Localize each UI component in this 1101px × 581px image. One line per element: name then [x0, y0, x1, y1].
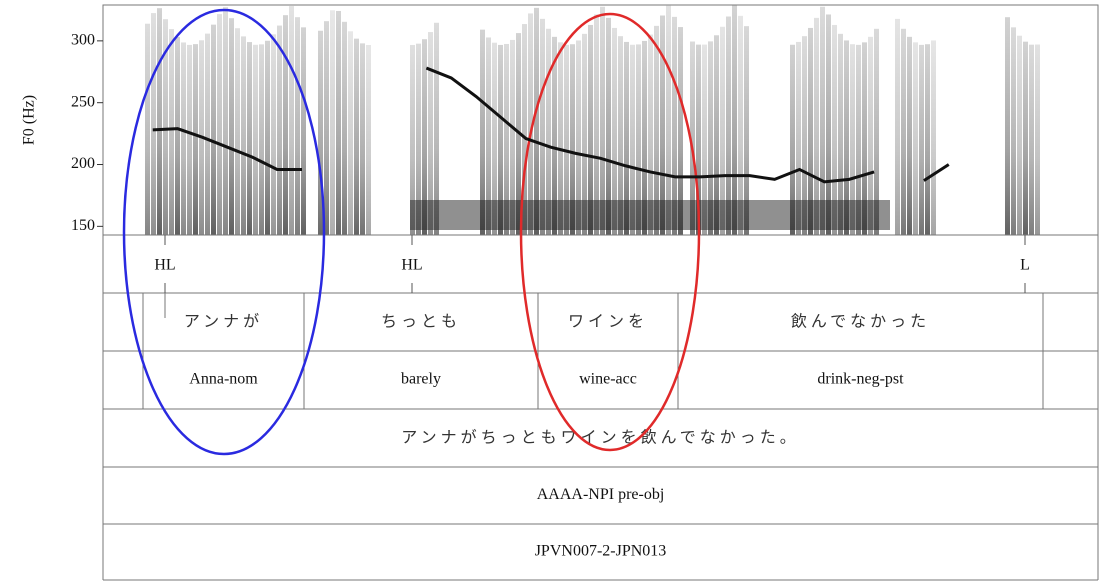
- spectrogram-band: [235, 28, 240, 235]
- tone-label: HL: [154, 257, 175, 274]
- spectrogram-band: [907, 37, 912, 235]
- spectrogram-band: [342, 22, 347, 235]
- spectrogram-band: [217, 14, 222, 235]
- interval-label: JPVN007-2-JPN013: [535, 543, 667, 560]
- spectrogram-band: [324, 21, 329, 235]
- interval-label: ワインを: [568, 312, 648, 331]
- interval-label: アンナがちっともワインを飲んでなかった。: [401, 428, 800, 447]
- spectrogram-band: [277, 26, 282, 235]
- spectrogram-band: [229, 18, 234, 235]
- spectrogram-band: [410, 200, 890, 230]
- spectrogram-band: [919, 45, 924, 235]
- spectrogram-band: [901, 29, 906, 235]
- spectrogram-band: [1029, 45, 1034, 235]
- spectrogram-band: [1023, 42, 1028, 235]
- y-axis-label: F0 (Hz): [21, 95, 38, 145]
- interval-label: wine-acc: [579, 371, 637, 388]
- interval-label: drink-neg-pst: [817, 371, 904, 388]
- interval-label: Anna-nom: [189, 371, 258, 388]
- spectrogram-band: [913, 42, 918, 235]
- spectrogram-band: [895, 19, 900, 235]
- spectrogram-band: [336, 11, 341, 235]
- spectrogram-band: [1017, 36, 1022, 235]
- spectrogram-band: [330, 10, 335, 235]
- interval-label: ちっとも: [381, 312, 461, 331]
- spectrogram-band: [169, 29, 174, 235]
- spectrogram-band: [175, 37, 180, 235]
- figure: F0 (Hz) HL HL L アンナが ちっとも ワインを 飲んでなかった Anna-nom…: [0, 0, 1101, 581]
- y-tick-label: 200: [71, 155, 95, 172]
- y-tick-label: 250: [71, 93, 95, 110]
- spectrogram-band: [265, 41, 270, 235]
- spectrogram-band: [289, 6, 294, 235]
- spectrogram-band: [145, 24, 150, 235]
- spectrogram-band: [931, 40, 936, 235]
- spectrogram-band: [151, 13, 156, 235]
- spectrogram-band: [283, 15, 288, 235]
- spectrogram-band: [241, 36, 246, 235]
- tone-label: L: [1020, 257, 1030, 274]
- y-tick-label: 150: [71, 217, 95, 234]
- spectrogram-band: [157, 8, 162, 235]
- spectrogram-band: [181, 42, 186, 235]
- spectrogram-band: [253, 45, 258, 235]
- spectrogram-band: [259, 44, 264, 235]
- y-tick-label: 300: [71, 32, 95, 49]
- spectrogram-band: [205, 34, 210, 235]
- spectrogram-band: [193, 44, 198, 235]
- spectrogram-band: [1005, 17, 1010, 235]
- annotation-tiers: HL HL L アンナが ちっとも ワインを 飲んでなかった Anna-nom barely wi…: [103, 235, 1098, 580]
- spectrogram-band: [1035, 45, 1040, 235]
- spectrogram-band: [354, 39, 359, 235]
- spectrogram-band: [187, 45, 192, 235]
- spectrogram-band: [223, 7, 228, 235]
- spectrogram-band: [301, 27, 306, 235]
- interval-label: アンナが: [184, 312, 263, 331]
- spectrogram-band: [925, 44, 930, 235]
- spectrogram-band: [360, 43, 365, 235]
- spectrogram: [145, 5, 1040, 235]
- interval-label: AAAA-NPI pre-obj: [537, 486, 665, 503]
- spectrogram-band: [247, 42, 252, 235]
- spectrogram-band: [366, 45, 371, 235]
- spectrogram-band: [348, 31, 353, 235]
- spectrogram-band: [271, 34, 276, 235]
- interval-label: barely: [401, 371, 441, 388]
- spectrogram-band: [295, 17, 300, 235]
- spectrogram-band: [211, 25, 216, 235]
- spectrogram-band: [1011, 27, 1016, 235]
- interval-label: 飲んでなかった: [791, 312, 930, 331]
- tone-label: HL: [401, 257, 422, 274]
